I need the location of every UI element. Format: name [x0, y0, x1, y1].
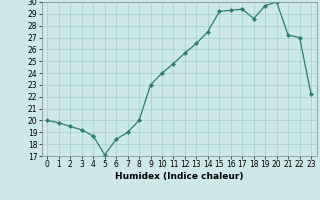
X-axis label: Humidex (Indice chaleur): Humidex (Indice chaleur) [115, 172, 244, 181]
